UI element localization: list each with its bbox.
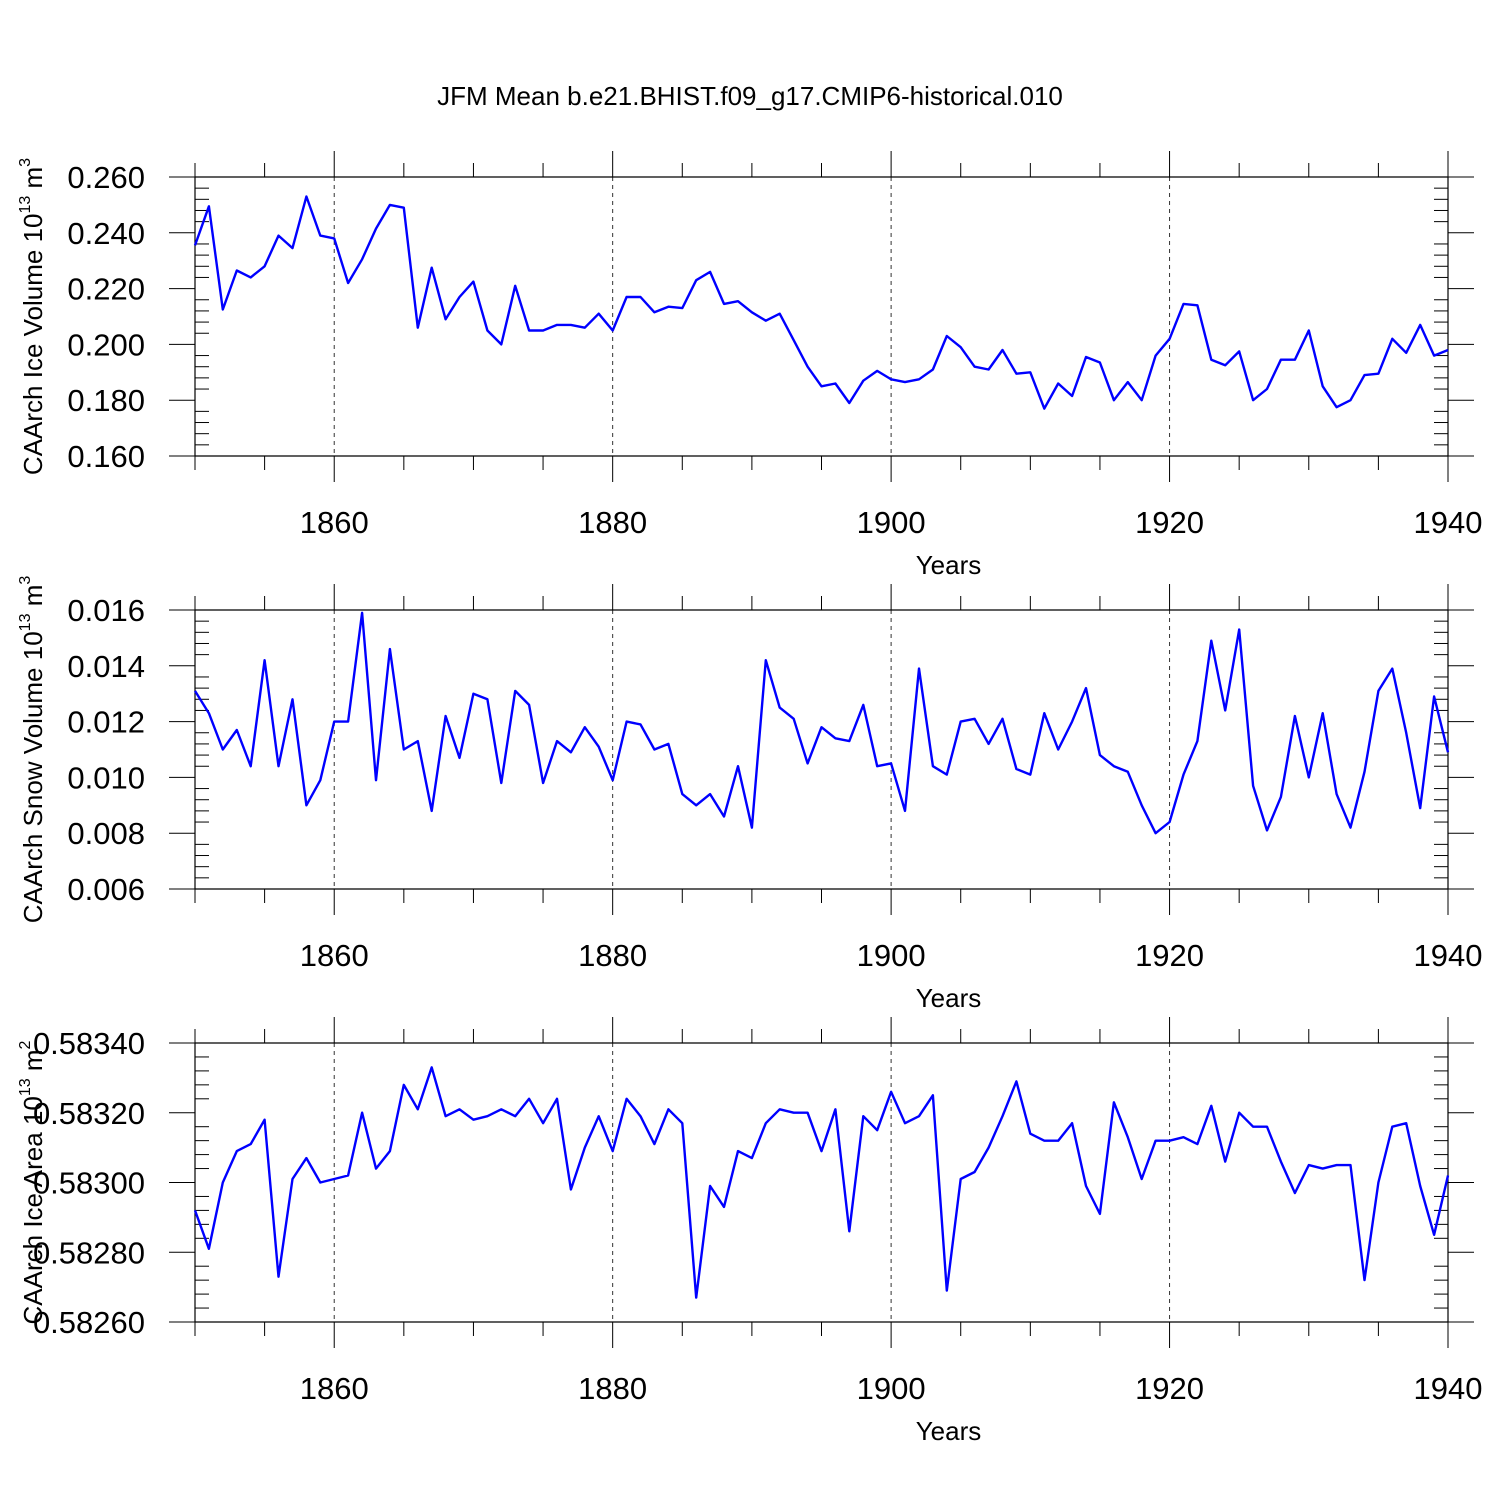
y-axis-label: CAArch Ice Volume 1013 m3 xyxy=(17,158,48,475)
y-axis-label-exponent: 13 xyxy=(17,613,34,631)
y-tick-label: 0.58260 xyxy=(33,1305,145,1340)
y-tick-label: 0.260 xyxy=(67,160,145,195)
x-tick-label: 1920 xyxy=(1135,1371,1204,1406)
y-axis-label-unit: m xyxy=(18,1049,48,1078)
y-tick-label: 0.160 xyxy=(67,439,145,474)
y-tick-label: 0.010 xyxy=(67,760,145,795)
x-tick-label: 1860 xyxy=(300,505,369,540)
x-tick-label: 1900 xyxy=(857,1371,926,1406)
y-axis-label-unit-exponent: 3 xyxy=(17,576,34,585)
panels: 0.160 0.180 0.200 0.220 0.240 0.260 1860 1880 19… xyxy=(17,151,1482,1446)
x-axis-label: Years xyxy=(916,983,982,1013)
y-tick-label: 0.014 xyxy=(67,649,145,684)
x-axis-label: Years xyxy=(916,550,982,580)
y-axis-label-exponent: 13 xyxy=(17,196,34,214)
y-axis-label-unit-exponent: 2 xyxy=(17,1040,34,1049)
x-axis-label: Years xyxy=(916,1416,982,1446)
x-tick-label: 1940 xyxy=(1414,1371,1483,1406)
y-tick-label: 0.012 xyxy=(67,705,145,740)
x-tick-label: 1940 xyxy=(1414,938,1483,973)
y-tick-label: 0.58340 xyxy=(33,1026,145,1061)
y-tick-label: 0.016 xyxy=(67,593,145,628)
y-tick-label: 0.008 xyxy=(67,816,145,851)
x-tick-label: 1940 xyxy=(1414,505,1483,540)
y-axis-label-exponent: 13 xyxy=(17,1078,34,1096)
y-axis-label-main: CAArch Ice Area 10 xyxy=(18,1096,48,1324)
x-tick-label: 1880 xyxy=(578,1371,647,1406)
series-line xyxy=(193,611,1450,835)
y-tick-label: 0.200 xyxy=(67,327,145,362)
x-tick-label: 1880 xyxy=(578,505,647,540)
y-tick-label: 0.58320 xyxy=(33,1096,145,1131)
y-tick-label: 0.240 xyxy=(67,216,145,251)
x-tick-label: 1900 xyxy=(857,938,926,973)
y-axis-label: CAArch Snow Volume 1013 m3 xyxy=(17,576,48,924)
panel-2: 0.006 0.008 0.010 0.012 0.014 0.016 1860 1880 19… xyxy=(17,576,1482,1013)
y-axis-label: CAArch Ice Area 1013 m2 xyxy=(17,1040,48,1324)
x-tick-label: 1900 xyxy=(857,505,926,540)
y-tick-label: 0.180 xyxy=(67,383,145,418)
y-axis-label-main: CAArch Ice Volume 10 xyxy=(18,214,48,476)
chart-title: JFM Mean b.e21.BHIST.f09_g17.CMIP6-histo… xyxy=(437,81,1063,111)
x-tick-label: 1880 xyxy=(578,938,647,973)
y-tick-label: 0.006 xyxy=(67,872,145,907)
x-tick-label: 1920 xyxy=(1135,938,1204,973)
series-line xyxy=(193,1066,1450,1299)
x-tick-label: 1920 xyxy=(1135,505,1204,540)
x-tick-label: 1860 xyxy=(300,1371,369,1406)
panel-3: 0.58260 0.58280 0.58300 0.58320 0.58340 1860 1… xyxy=(17,1017,1482,1446)
x-tick-label: 1860 xyxy=(300,938,369,973)
y-axis-label-main: CAArch Snow Volume 10 xyxy=(18,631,48,923)
series-line xyxy=(193,195,1449,410)
y-tick-label: 0.58300 xyxy=(33,1166,145,1201)
y-tick-label: 0.58280 xyxy=(33,1235,145,1270)
y-axis-label-unit: m xyxy=(18,585,48,614)
y-tick-label: 0.220 xyxy=(67,272,145,307)
y-axis-label-unit: m xyxy=(18,167,48,196)
panel-1: 0.160 0.180 0.200 0.220 0.240 0.260 1860 1880 19… xyxy=(17,151,1482,580)
y-axis-label-unit-exponent: 3 xyxy=(17,158,34,167)
